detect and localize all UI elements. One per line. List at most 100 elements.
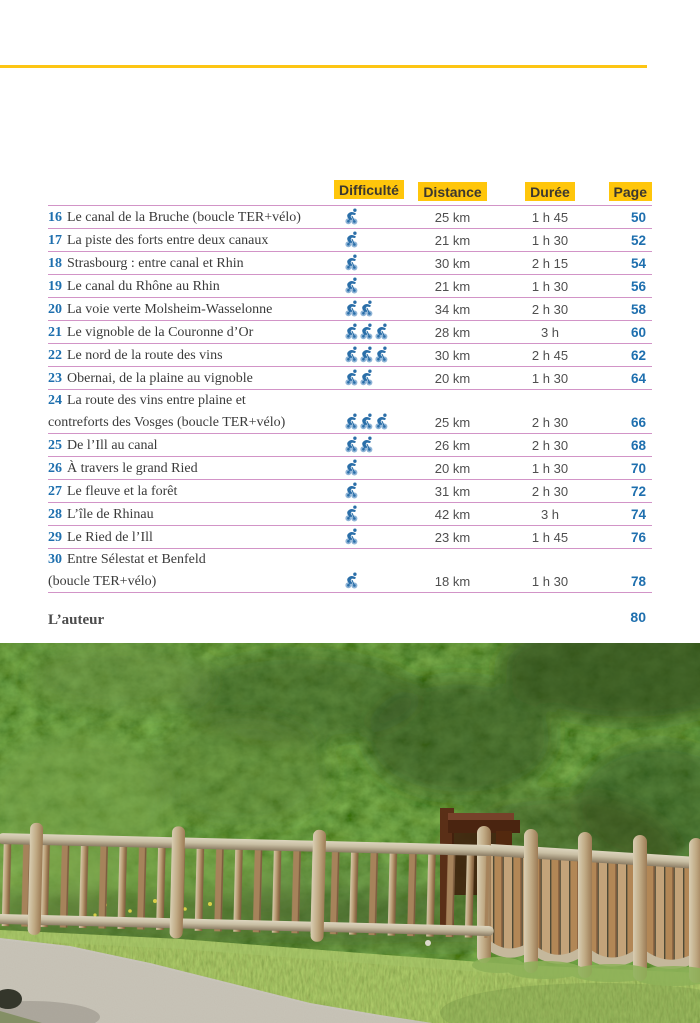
page-number[interactable]: 78 — [630, 573, 646, 589]
difficulty-rating — [333, 528, 405, 548]
distance-value: 34 km — [434, 301, 471, 317]
cyclist-icon — [345, 346, 358, 363]
route-title: Le Ried de l’Ill — [67, 529, 153, 545]
difficulty-rating — [333, 300, 405, 320]
page-number[interactable]: 52 — [630, 232, 646, 248]
difficulty-rating — [333, 346, 405, 366]
distance-value: 21 km — [434, 278, 471, 294]
route-title: La voie verte Molsheim-Wasselonne — [67, 301, 273, 317]
header-page: Page — [608, 182, 652, 201]
page-number[interactable]: 68 — [630, 437, 646, 453]
route-number: 28 — [48, 506, 62, 522]
page-number[interactable]: 74 — [630, 506, 646, 522]
page-number[interactable]: 58 — [630, 301, 646, 317]
toc-row-25[interactable]: 25 De l’Ill au canal 26 km 2 h 30 68 — [48, 434, 652, 457]
cyclist-icon — [345, 231, 358, 248]
toc-row-20[interactable]: 20 La voie verte Molsheim-Wasselonne 34 k… — [48, 298, 652, 321]
toc-row-21[interactable]: 21 Le vignoble de la Couronne d’Or 28 km … — [48, 321, 652, 344]
page-number[interactable]: 64 — [630, 370, 646, 386]
cyclist-icon — [360, 369, 373, 386]
route-title: Obernai, de la plaine au vignoble — [67, 370, 253, 386]
toc-row-30[interactable]: 30 Entre Sélestat et Benfeld (boucle TER+… — [48, 549, 652, 593]
route-number: 27 — [48, 483, 62, 499]
duration-value: 1 h 45 — [531, 209, 569, 225]
page-number[interactable]: 72 — [630, 483, 646, 499]
route-title: La route des vins entre plaine et — [67, 393, 246, 408]
route-number: 16 — [48, 209, 62, 225]
duration-value: 1 h 30 — [531, 370, 569, 386]
cyclist-icon — [345, 528, 358, 545]
toc-row-24[interactable]: 24 La route des vins entre plaine et cont… — [48, 390, 652, 434]
route-title: Strasbourg : entre canal et Rhin — [67, 255, 244, 271]
page-number[interactable]: 76 — [630, 529, 646, 545]
route-number: 25 — [48, 437, 62, 453]
duration-value: 2 h 30 — [531, 414, 569, 430]
distance-value: 42 km — [434, 506, 471, 522]
cyclist-icon — [345, 300, 358, 317]
toc-row-28[interactable]: 28 L’île de Rhinau 42 km 3 h 74 — [48, 503, 652, 526]
author-page-number[interactable]: 80 — [630, 609, 646, 625]
duration-value: 1 h 30 — [531, 232, 569, 248]
route-number: 18 — [48, 255, 62, 271]
route-title: La piste des forts entre deux canaux — [67, 232, 269, 248]
grass-tufts — [472, 957, 700, 986]
page-number[interactable]: 56 — [630, 278, 646, 294]
toc-row-26[interactable]: 26 À travers le grand Ried 20 km 1 h 30 7… — [48, 457, 652, 480]
toc-row-22[interactable]: 22 Le nord de la route des vins 30 km 2 h… — [48, 344, 652, 367]
route-title: Le nord de la route des vins — [67, 347, 223, 363]
cyclist-icon — [360, 300, 373, 317]
cyclist-icon — [345, 208, 358, 225]
page-number[interactable]: 54 — [630, 255, 646, 271]
fence-bottom-rail — [0, 914, 494, 936]
dark-object-path-edge — [0, 989, 22, 1009]
toc-row-27[interactable]: 27 Le fleuve et la forêt 31 km 2 h 30 72 — [48, 480, 652, 503]
difficulty-rating — [333, 572, 405, 592]
cyclist-icon — [345, 505, 358, 522]
toc-row-16[interactable]: 16 Le canal de la Bruche (boucle TER+vélo… — [48, 206, 652, 229]
cyclist-icon — [345, 323, 358, 340]
duration-value: 2 h 30 — [531, 437, 569, 453]
toc-row-23[interactable]: 23 Obernai, de la plaine au vignoble 20 k… — [48, 367, 652, 390]
fence-balusters — [0, 840, 490, 938]
author-label: L’auteur — [48, 611, 105, 628]
cyclist-icon — [360, 346, 373, 363]
duration-value: 1 h 30 — [531, 278, 569, 294]
toc-rows: 16 Le canal de la Bruche (boucle TER+vélo… — [48, 205, 652, 593]
route-number: 23 — [48, 370, 62, 386]
author-entry[interactable]: L’auteur 80 — [48, 607, 652, 629]
duration-value: 3 h — [540, 324, 560, 340]
rail-fence-section — [0, 822, 494, 942]
route-number: 26 — [48, 460, 62, 476]
route-number: 20 — [48, 301, 62, 317]
header-distance: Distance — [418, 182, 487, 201]
page-number[interactable]: 66 — [630, 414, 646, 430]
route-number: 30 — [48, 552, 62, 567]
page-number[interactable]: 62 — [630, 347, 646, 363]
cyclist-icon — [345, 369, 358, 386]
route-title-line2: contreforts des Vosges (boucle TER+vélo) — [48, 414, 286, 430]
page-number[interactable]: 60 — [630, 324, 646, 340]
cyclist-icon — [360, 323, 373, 340]
table-of-contents: Difficulté Distance Durée Page 16 Le cana… — [48, 180, 652, 629]
page-number[interactable]: 70 — [630, 460, 646, 476]
fence-posts — [27, 822, 327, 942]
difficulty-rating — [333, 459, 405, 479]
toc-row-17[interactable]: 17 La piste des forts entre deux canaux 2… — [48, 229, 652, 252]
distance-value: 31 km — [434, 483, 471, 499]
difficulty-rating — [333, 208, 405, 228]
table-header-row: Difficulté Distance Durée Page — [48, 180, 652, 202]
toc-row-29[interactable]: 29 Le Ried de l’Ill 23 km 1 h 45 76 — [48, 526, 652, 549]
distance-value: 30 km — [434, 255, 471, 271]
page-number[interactable]: 50 — [630, 209, 646, 225]
distance-value: 26 km — [434, 437, 471, 453]
toc-row-19[interactable]: 19 Le canal du Rhône au Rhin 21 km 1 h 30… — [48, 275, 652, 298]
cyclist-icon — [375, 346, 388, 363]
duration-value: 2 h 45 — [531, 347, 569, 363]
distance-value: 21 km — [434, 232, 471, 248]
duration-value: 2 h 30 — [531, 483, 569, 499]
toc-row-18[interactable]: 18 Strasbourg : entre canal et Rhin 30 km… — [48, 252, 652, 275]
route-title-line2: (boucle TER+vélo) — [48, 573, 157, 589]
route-title: De l’Ill au canal — [67, 437, 158, 453]
difficulty-rating — [333, 231, 405, 251]
